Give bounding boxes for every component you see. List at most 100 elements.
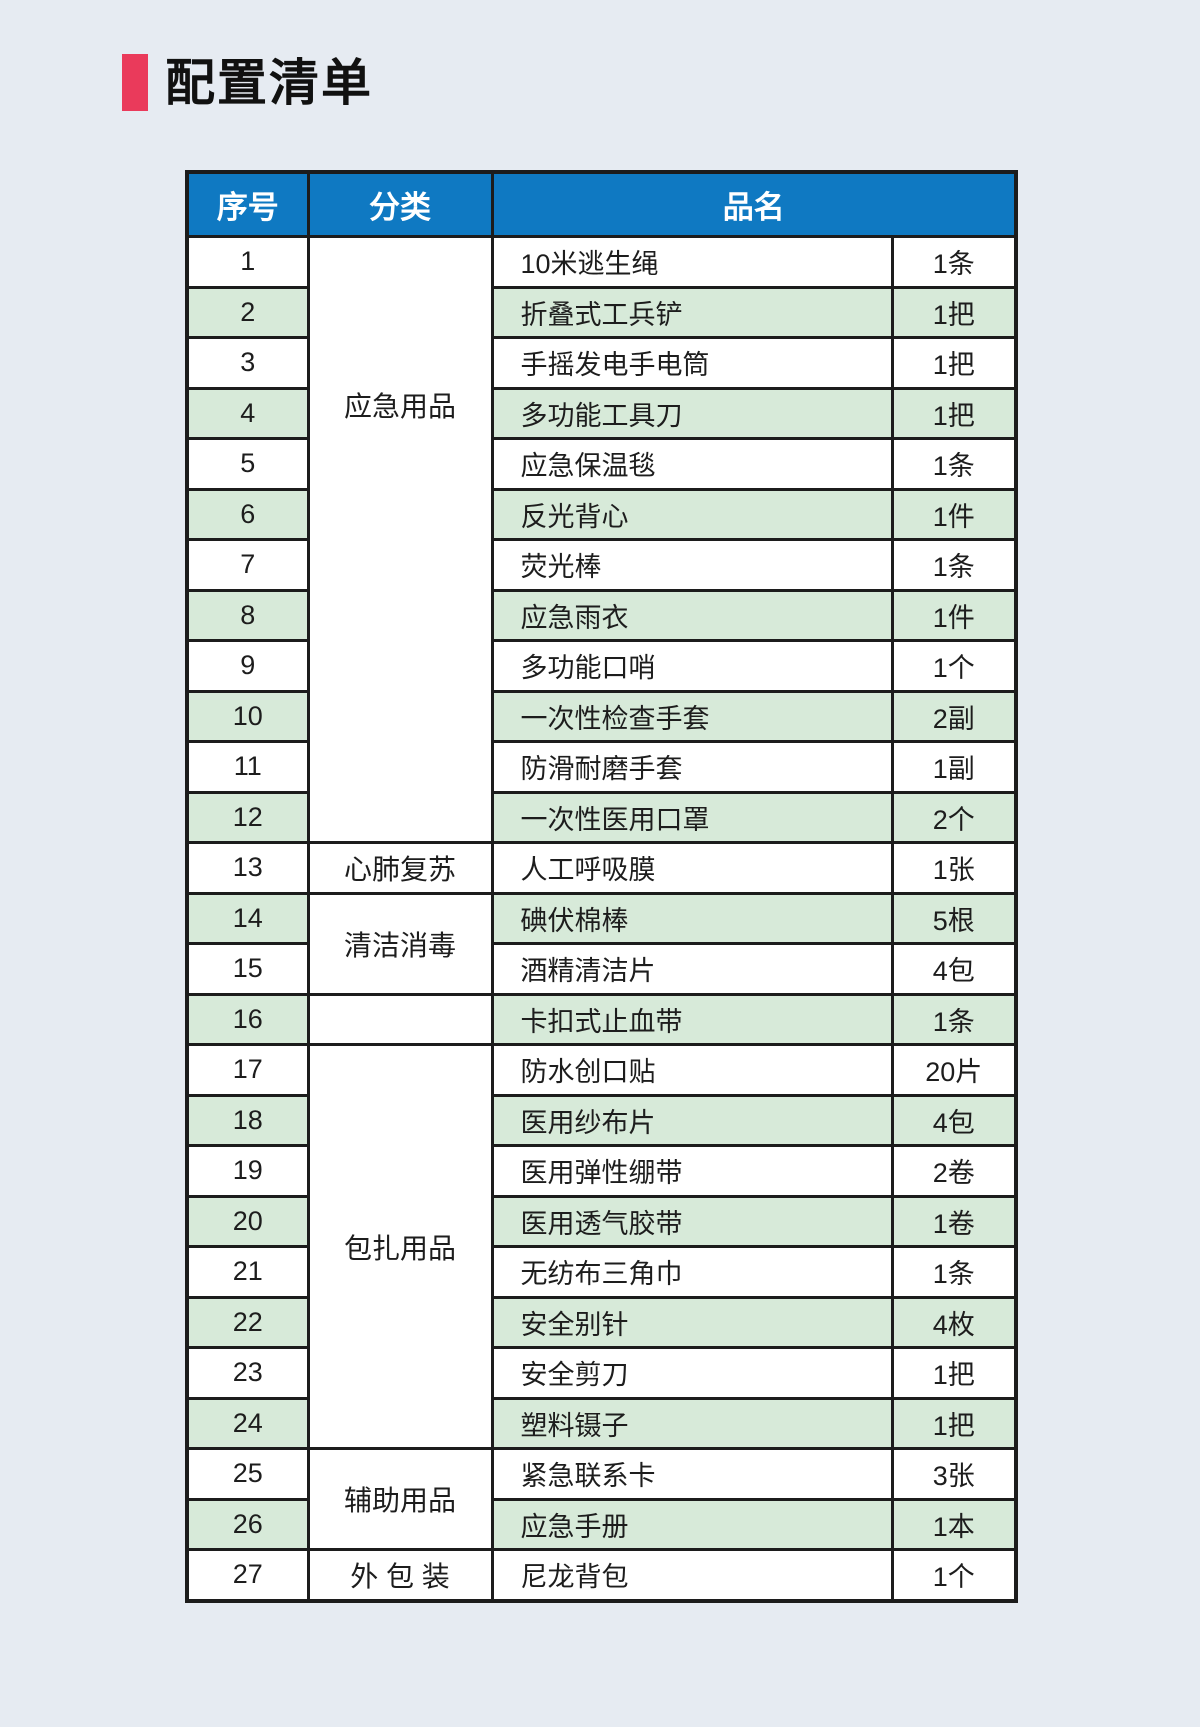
item-name-cell: 无纺布三角巾	[490, 1245, 894, 1299]
quantity-cell: 1条	[890, 437, 1018, 491]
quantity-cell: 1卷	[890, 1194, 1018, 1248]
item-name-cell: 安全剪刀	[490, 1346, 894, 1400]
quantity-cell: 2个	[890, 790, 1018, 844]
table-row: 8 应急雨衣 1件	[185, 588, 1018, 642]
row-number-cell: 5	[185, 437, 310, 491]
item-name-cell: 紧急联系卡	[490, 1447, 894, 1501]
item-name-cell: 折叠式工兵铲	[490, 285, 894, 339]
table-row: 19 医用弹性绷带 2卷	[185, 1144, 1018, 1198]
quantity-cell: 1件	[890, 487, 1018, 541]
quantity-cell: 5根	[890, 891, 1018, 945]
table-row: 12 一次性医用口罩 2个	[185, 790, 1018, 844]
row-number-cell: 4	[185, 386, 310, 440]
table-row: 3 手摇发电手电筒 1把	[185, 336, 1018, 390]
header-row: 序号 分类 品名	[185, 170, 1018, 238]
quantity-cell: 4包	[890, 942, 1018, 996]
row-number-cell: 7	[185, 538, 310, 592]
quantity-cell: 1条	[890, 235, 1018, 289]
table-row: 7 荧光棒 1条	[185, 538, 1018, 592]
item-name-cell: 手摇发电手电筒	[490, 336, 894, 390]
quantity-cell: 1把	[890, 386, 1018, 440]
category-cell: 心肺复苏	[306, 841, 494, 895]
item-name-cell: 酒精清洁片	[490, 942, 894, 996]
config-list-table: 序号 分类 品名 1 应急用品 10米逃生绳 1条 2 折叠式工兵铲 1把 3 手摇发电手电筒 1…	[185, 170, 1018, 1603]
row-number-cell: 18	[185, 1093, 310, 1147]
quantity-cell: 1件	[890, 588, 1018, 642]
quantity-cell: 1副	[890, 740, 1018, 794]
quantity-cell: 1把	[890, 1346, 1018, 1400]
row-number-cell: 27	[185, 1548, 310, 1602]
item-name-cell: 医用纱布片	[490, 1093, 894, 1147]
table-row: 4 多功能工具刀 1把	[185, 386, 1018, 440]
item-name-cell: 碘伏棉棒	[490, 891, 894, 945]
row-number-cell: 1	[185, 235, 310, 289]
quantity-cell: 1张	[890, 841, 1018, 895]
quantity-cell: 1个	[890, 639, 1018, 693]
item-name-cell: 一次性医用口罩	[490, 790, 894, 844]
item-name-cell: 应急雨衣	[490, 588, 894, 642]
row-number-cell: 12	[185, 790, 310, 844]
category-cell: 包扎用品	[306, 1043, 494, 1450]
table-row: 18 医用纱布片 4包	[185, 1093, 1018, 1147]
quantity-cell: 1条	[890, 538, 1018, 592]
quantity-cell: 1把	[890, 285, 1018, 339]
table-row: 5 应急保温毯 1条	[185, 437, 1018, 491]
table-row: 11 防滑耐磨手套 1副	[185, 740, 1018, 794]
row-number-cell: 26	[185, 1497, 310, 1551]
table-row: 10 一次性检查手套 2副	[185, 689, 1018, 743]
row-number-cell: 15	[185, 942, 310, 996]
item-name-cell: 安全别针	[490, 1295, 894, 1349]
quantity-cell: 1把	[890, 1396, 1018, 1450]
row-number-cell: 24	[185, 1396, 310, 1450]
row-number-cell: 2	[185, 285, 310, 339]
row-number-cell: 17	[185, 1043, 310, 1097]
item-name-cell: 卡扣式止血带	[490, 992, 894, 1046]
quantity-cell: 20片	[890, 1043, 1018, 1097]
quantity-cell: 1本	[890, 1497, 1018, 1551]
item-name-cell: 医用透气胶带	[490, 1194, 894, 1248]
item-name-cell: 反光背心	[490, 487, 894, 541]
title-section: 配置清单	[122, 54, 373, 111]
row-number-cell: 6	[185, 487, 310, 541]
row-number-cell: 8	[185, 588, 310, 642]
table-row: 17 包扎用品 防水创口贴 20片	[185, 1043, 1018, 1450]
item-name-cell: 荧光棒	[490, 538, 894, 592]
row-number-cell: 9	[185, 639, 310, 693]
item-name-cell: 塑料镊子	[490, 1396, 894, 1450]
quantity-cell: 2副	[890, 689, 1018, 743]
quantity-cell: 2卷	[890, 1144, 1018, 1198]
row-number-cell: 13	[185, 841, 310, 895]
table-row: 20 医用透气胶带 1卷	[185, 1194, 1018, 1248]
row-number-cell: 16	[185, 992, 310, 1046]
category-cell: 辅助用品	[306, 1447, 494, 1551]
header-col-category: 分类	[306, 170, 494, 238]
title-marker-icon	[122, 54, 148, 111]
item-name-cell: 防水创口贴	[490, 1043, 894, 1097]
table-row: 16 卡扣式止血带 1条	[185, 992, 1018, 1046]
row-number-cell: 10	[185, 689, 310, 743]
quantity-cell: 1条	[890, 1245, 1018, 1299]
quantity-cell: 3张	[890, 1447, 1018, 1501]
table-row: 2 折叠式工兵铲 1把	[185, 285, 1018, 339]
table-row: 14 清洁消毒 碘伏棉棒 5根	[185, 891, 1018, 996]
item-name-cell: 多功能工具刀	[490, 386, 894, 440]
category-cell: 应急用品	[306, 235, 494, 844]
table-row: 9 多功能口哨 1个	[185, 639, 1018, 693]
row-number-cell: 22	[185, 1295, 310, 1349]
table-row: 25 辅助用品 紧急联系卡 3张	[185, 1447, 1018, 1551]
table-row: 22 安全别针 4枚	[185, 1295, 1018, 1349]
table-header: 序号 分类 品名	[185, 170, 1018, 238]
table-row: 21 无纺布三角巾 1条	[185, 1245, 1018, 1299]
quantity-cell: 4包	[890, 1093, 1018, 1147]
item-name-cell: 一次性检查手套	[490, 689, 894, 743]
row-number-cell: 11	[185, 740, 310, 794]
category-cell: 清洁消毒	[306, 891, 494, 996]
item-name-cell: 应急手册	[490, 1497, 894, 1551]
item-name-cell: 多功能口哨	[490, 639, 894, 693]
table-row: 23 安全剪刀 1把	[185, 1346, 1018, 1400]
row-number-cell: 23	[185, 1346, 310, 1400]
header-col-name: 品名	[490, 170, 1018, 238]
item-name-cell: 应急保温毯	[490, 437, 894, 491]
quantity-cell: 1把	[890, 336, 1018, 390]
row-number-cell: 19	[185, 1144, 310, 1198]
